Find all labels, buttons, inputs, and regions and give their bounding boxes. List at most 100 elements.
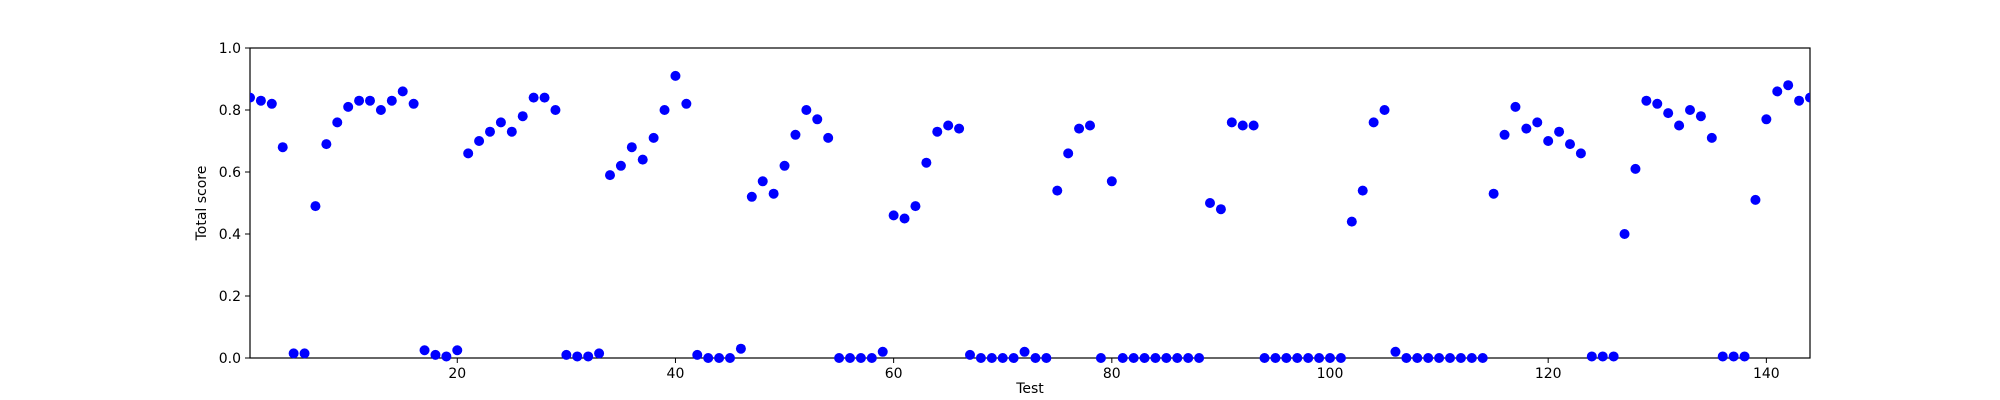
- data-point: [866, 353, 877, 363]
- data-point: [250, 92, 255, 103]
- axis-ticks: 20 40 60 80 100 120 140 0.0 0.2 0.4 0.6 0.8 1.0: [219, 41, 1780, 382]
- plot-area: [249, 47, 1811, 359]
- data-point: [910, 201, 921, 212]
- data-point: [681, 98, 692, 109]
- data-point: [997, 353, 1008, 363]
- y-tick-label: 0.0: [219, 351, 241, 367]
- data-point: [1139, 353, 1150, 363]
- data-point: [1586, 351, 1597, 362]
- data-point: [1292, 353, 1303, 363]
- data-point: [1783, 80, 1794, 91]
- data-point: [266, 98, 277, 109]
- data-point: [354, 95, 365, 106]
- x-tick-label: 40: [667, 366, 685, 382]
- data-point: [823, 132, 834, 143]
- data-point: [1205, 198, 1215, 208]
- data-point: [321, 139, 332, 150]
- data-point: [1543, 136, 1554, 146]
- data-point: [779, 160, 790, 171]
- y-tick-label: 0.4: [219, 227, 241, 243]
- data-point: [1728, 351, 1739, 362]
- data-point: [899, 213, 910, 224]
- data-point: [1303, 353, 1314, 363]
- data-point: [386, 95, 397, 106]
- data-point: [659, 105, 670, 115]
- x-tick-label: 120: [1535, 366, 1562, 382]
- data-point: [1412, 353, 1423, 363]
- data-point: [965, 349, 975, 360]
- data-point: [1423, 353, 1434, 363]
- data-point: [539, 92, 550, 103]
- data-point: [1532, 117, 1543, 128]
- y-tick-label: 1.0: [219, 41, 241, 57]
- x-axis-label: Test: [1015, 381, 1044, 397]
- data-point: [375, 105, 386, 115]
- data-point: [834, 353, 845, 363]
- x-tick-label: 140: [1753, 366, 1780, 382]
- data-point: [714, 353, 725, 363]
- data-point: [1259, 353, 1270, 363]
- data-point: [692, 349, 703, 360]
- data-point: [1248, 120, 1259, 131]
- data-point: [1630, 163, 1641, 174]
- data-point: [1477, 353, 1488, 363]
- data-point: [801, 105, 812, 115]
- data-point: [1281, 353, 1292, 363]
- data-point: [1565, 139, 1575, 150]
- data-point: [1455, 353, 1466, 363]
- data-point: [1074, 123, 1085, 134]
- data-point: [255, 95, 266, 106]
- data-point: [1172, 353, 1183, 363]
- data-point: [1030, 353, 1041, 363]
- data-point: [1325, 353, 1335, 363]
- data-point: [408, 98, 419, 109]
- data-point: [1161, 353, 1172, 363]
- data-points: [250, 70, 1810, 363]
- data-point: [1335, 353, 1346, 363]
- data-point: [648, 132, 659, 143]
- data-point: [1401, 353, 1412, 363]
- data-point: [1226, 117, 1237, 128]
- data-point: [1575, 148, 1586, 159]
- data-point: [1085, 120, 1095, 131]
- data-point: [583, 351, 594, 362]
- data-point: [1270, 353, 1281, 363]
- data-point: [463, 148, 474, 159]
- data-point: [768, 188, 779, 199]
- data-point: [1717, 351, 1728, 362]
- data-point: [1150, 353, 1161, 363]
- data-point: [1041, 353, 1052, 363]
- data-point: [1106, 176, 1117, 187]
- y-tick-label: 0.6: [219, 165, 241, 181]
- data-point: [1488, 188, 1499, 199]
- data-point: [1805, 92, 1810, 103]
- data-point: [735, 343, 746, 354]
- data-point: [1663, 108, 1674, 119]
- y-axis-label: Total score: [194, 166, 210, 242]
- data-point: [397, 86, 408, 97]
- data-point: [1434, 353, 1445, 363]
- y-tick-label: 0.2: [219, 289, 241, 305]
- data-point: [1128, 353, 1139, 363]
- data-point: [757, 176, 768, 187]
- data-point: [790, 129, 801, 140]
- data-point: [474, 136, 485, 146]
- data-point: [1695, 111, 1706, 122]
- data-point: [506, 126, 517, 137]
- data-point: [605, 170, 615, 181]
- data-point: [1466, 353, 1477, 363]
- data-point: [1008, 353, 1019, 363]
- data-point: [517, 111, 528, 122]
- data-point: [288, 348, 299, 359]
- x-tick-label: 80: [1103, 366, 1121, 382]
- data-point: [1390, 346, 1401, 357]
- data-point: [1521, 123, 1532, 134]
- data-point: [1445, 353, 1455, 363]
- data-point: [954, 123, 965, 134]
- data-point: [528, 92, 539, 103]
- data-point: [1739, 351, 1750, 362]
- data-point: [921, 157, 932, 168]
- data-point: [877, 346, 888, 357]
- data-point: [943, 120, 954, 131]
- data-point: [343, 101, 354, 112]
